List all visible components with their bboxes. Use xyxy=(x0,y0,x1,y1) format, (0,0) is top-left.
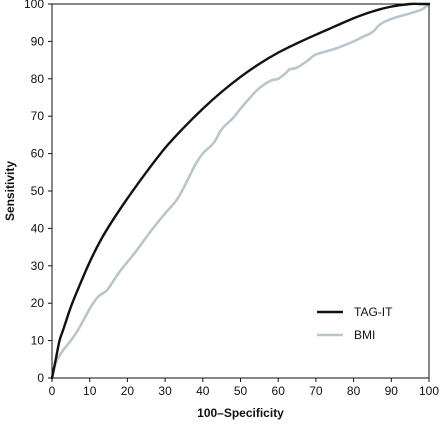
x-tick-label: 80 xyxy=(347,384,361,398)
y-tick-label: 100 xyxy=(24,0,44,11)
y-tick-label: 0 xyxy=(37,371,44,385)
legend: TAG-IT BMI xyxy=(317,305,393,342)
x-tick-label: 0 xyxy=(49,384,56,398)
y-tick-label: 50 xyxy=(31,184,45,198)
x-tick-label: 100 xyxy=(419,384,439,398)
x-axis-title: 100–Specificity xyxy=(197,406,284,420)
y-tick-label: 60 xyxy=(31,147,45,161)
x-tick-label: 60 xyxy=(272,384,286,398)
ticks-layer: 0 10 20 30 40 50 60 70 80 90 100 0 10 20 30 40 50 60 70 80 9… xyxy=(24,0,439,398)
x-tick-label: 40 xyxy=(196,384,210,398)
y-tick-label: 70 xyxy=(31,109,45,123)
y-tick-label: 20 xyxy=(31,296,45,310)
plot-background xyxy=(52,4,429,378)
series-line-bmi xyxy=(50,2,431,380)
x-tick-label: 90 xyxy=(385,384,399,398)
x-tick-label: 10 xyxy=(83,384,97,398)
y-tick-label: 10 xyxy=(31,334,45,348)
x-tick-label: 30 xyxy=(158,384,172,398)
x-tick-label: 50 xyxy=(234,384,248,398)
series-layer xyxy=(50,2,431,380)
x-tick-label: 20 xyxy=(121,384,135,398)
y-tick-label: 30 xyxy=(31,259,45,273)
y-tick-label: 90 xyxy=(31,34,45,48)
plot-area xyxy=(52,4,429,378)
x-tick-label: 70 xyxy=(309,384,323,398)
legend-label-tag-it: TAG-IT xyxy=(354,305,393,319)
y-tick-label: 40 xyxy=(31,221,45,235)
y-axis-title: Sensitivity xyxy=(3,161,17,221)
series-line-tag-it xyxy=(50,2,431,380)
legend-label-bmi: BMI xyxy=(354,328,375,342)
y-tick-label: 80 xyxy=(31,72,45,86)
